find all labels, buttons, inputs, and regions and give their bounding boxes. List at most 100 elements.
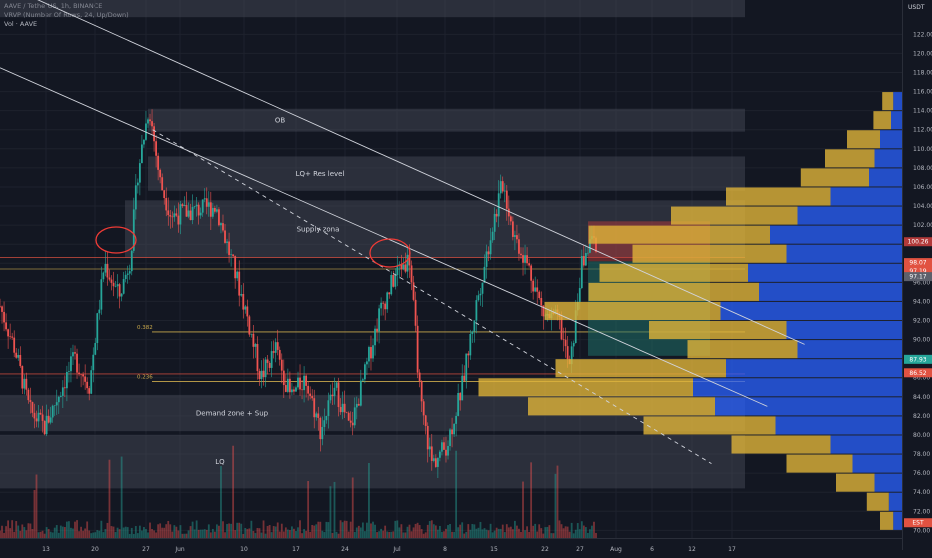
price-axis[interactable]: 70.00 72.00 74.00 76.00 78.00 80.00 82.00 84.00… xyxy=(902,0,932,550)
volume-bar xyxy=(526,526,528,538)
volume-bar xyxy=(252,530,255,538)
candle xyxy=(86,381,89,389)
candle xyxy=(313,398,316,418)
volume-bar xyxy=(13,531,16,538)
candle xyxy=(5,322,7,330)
price-tick-label: 84.00 xyxy=(913,394,930,401)
candle xyxy=(426,425,429,450)
candle xyxy=(372,345,374,359)
candle xyxy=(347,412,350,421)
candle xyxy=(284,385,287,392)
vp-up-bar xyxy=(786,454,853,473)
volume-bar xyxy=(9,528,12,538)
annotation-circles xyxy=(95,226,411,268)
candle xyxy=(68,371,70,372)
volume-bar xyxy=(248,528,251,538)
volume-bar xyxy=(378,531,380,538)
candle xyxy=(443,442,445,450)
candle xyxy=(428,446,431,450)
volume-bar xyxy=(341,522,344,538)
candle xyxy=(1,306,3,312)
candle xyxy=(203,198,206,200)
candle xyxy=(0,306,1,307)
volume-bar xyxy=(68,521,70,538)
volume-bar xyxy=(402,532,405,538)
volume-bar xyxy=(171,531,174,538)
volume-bar xyxy=(143,527,145,538)
volume-bar xyxy=(477,527,480,538)
volume-bar xyxy=(27,523,30,538)
price-badge xyxy=(904,258,932,268)
candle xyxy=(301,389,303,391)
candle xyxy=(189,210,192,221)
candle xyxy=(19,354,22,367)
volume-bar xyxy=(116,527,119,538)
volume-bar xyxy=(461,522,464,538)
volume-bar xyxy=(574,529,577,538)
candle xyxy=(45,415,48,435)
volume-bar xyxy=(576,523,579,538)
candle xyxy=(193,206,196,207)
volume-bar xyxy=(199,529,202,538)
candle xyxy=(499,181,502,194)
volume-bar xyxy=(382,530,385,538)
candle xyxy=(70,356,72,372)
candle xyxy=(453,423,455,435)
volume-bar xyxy=(572,533,575,538)
candle xyxy=(141,144,143,164)
volume-bar xyxy=(213,531,216,538)
candle xyxy=(532,280,535,292)
volume-bar xyxy=(216,524,218,538)
candle xyxy=(394,274,397,287)
volume-bar xyxy=(284,527,287,538)
candle xyxy=(197,204,200,216)
candle xyxy=(497,193,500,217)
price-tick-label: 114.00 xyxy=(913,108,932,115)
volume-bar xyxy=(33,489,36,538)
candle xyxy=(542,305,545,317)
candle xyxy=(116,284,119,287)
candle xyxy=(155,141,157,156)
volume-bar xyxy=(550,533,553,538)
vp-down-bar xyxy=(726,359,902,378)
volume-bar xyxy=(436,529,439,538)
vp-down-bar xyxy=(874,473,902,492)
candle xyxy=(102,272,105,280)
price-tick-label: 96.00 xyxy=(913,279,930,286)
candle xyxy=(132,209,135,251)
candle xyxy=(159,169,162,178)
candle xyxy=(151,121,153,127)
volume-bar xyxy=(343,520,346,538)
candle xyxy=(522,255,524,263)
volume-bar xyxy=(136,533,139,538)
candle xyxy=(76,353,78,373)
volume-bar xyxy=(457,527,460,538)
price-tick-label: 70.00 xyxy=(913,527,930,534)
volume-bar xyxy=(339,520,342,538)
volume-bar xyxy=(584,527,587,538)
zone-box xyxy=(148,156,745,191)
volume-bar xyxy=(82,530,85,538)
candle xyxy=(341,403,344,413)
volume-bar xyxy=(141,530,143,538)
volume-bar xyxy=(511,529,514,538)
vp-up-bar xyxy=(825,149,875,168)
volume-bar xyxy=(410,531,413,538)
volume-bar xyxy=(394,520,397,538)
candle xyxy=(27,389,30,401)
volume-bar xyxy=(333,481,336,538)
candle xyxy=(351,422,354,426)
volume-bar xyxy=(88,530,91,538)
candle xyxy=(213,207,216,212)
volume-bar xyxy=(384,525,387,538)
candle xyxy=(96,313,99,344)
volume-bar xyxy=(51,532,54,538)
candle xyxy=(191,206,194,221)
price-tick-label: 76.00 xyxy=(913,470,930,477)
volume-bar xyxy=(272,526,275,538)
symbol-title: AAVE / TetherUS, 1h, BINANCE xyxy=(4,2,103,10)
time-axis[interactable]: 13 20 27 Jun 10 17 24 Jul 8 15 22 27 Aug 6 12 17 xyxy=(0,538,902,553)
candle xyxy=(286,378,289,392)
volume-bar xyxy=(220,466,222,538)
